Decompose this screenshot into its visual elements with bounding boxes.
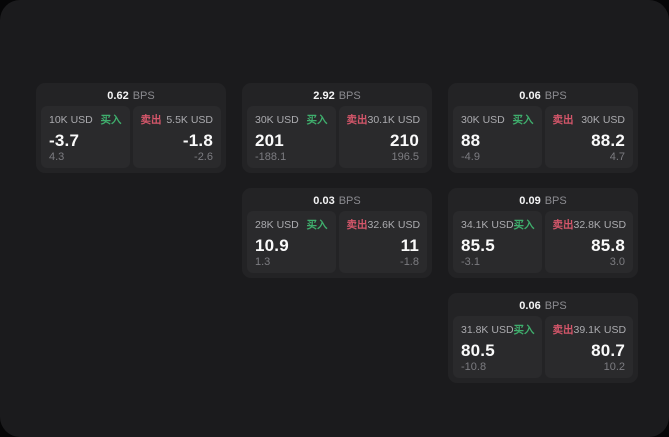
sell-panel[interactable]: 卖出 30K USD 88.2 4.7 xyxy=(544,106,633,168)
bps-value: 0.06 xyxy=(519,300,541,312)
bps-header: 0.62 BPS xyxy=(41,87,221,106)
buy-panel[interactable]: 31.8K USD 买入 80.5 -10.8 xyxy=(453,316,542,378)
quote-card: 0.03 BPS 28K USD 买入 10.9 1.3 卖出 32.6K USD… xyxy=(242,188,432,278)
sell-panel[interactable]: 卖出 5.5K USD -1.8 -2.6 xyxy=(132,106,221,168)
buy-panel[interactable]: 30K USD 买入 201 -188.1 xyxy=(247,106,336,168)
sell-price-value: 11 xyxy=(400,236,419,255)
sell-price-value: 80.7 xyxy=(591,341,625,360)
sell-sub-value: 10.2 xyxy=(603,361,625,373)
sell-notional-label: 30.1K USD xyxy=(367,114,421,126)
bps-unit-label: BPS xyxy=(338,90,361,102)
buy-price-value: 201 xyxy=(255,131,284,150)
sell-sub-value: 196.5 xyxy=(391,151,419,163)
buy-side-tag: 买入 xyxy=(100,114,122,126)
buy-panel[interactable]: 28K USD 买入 10.9 1.3 xyxy=(247,211,336,273)
sell-notional-label: 5.5K USD xyxy=(166,114,213,126)
buy-sub-value: -188.1 xyxy=(255,151,287,163)
bps-unit-label: BPS xyxy=(132,90,155,102)
quote-card: 2.92 BPS 30K USD 买入 201 -188.1 卖出 30.1K U… xyxy=(242,83,432,173)
bps-header: 0.06 BPS xyxy=(453,87,633,106)
sell-side-tag: 卖出 xyxy=(140,114,162,126)
sell-panel[interactable]: 卖出 39.1K USD 80.7 10.2 xyxy=(544,316,633,378)
sell-side-tag: 卖出 xyxy=(346,219,368,231)
buy-panel[interactable]: 34.1K USD 买入 85.5 -3.1 xyxy=(453,211,542,273)
sell-sub-value: 4.7 xyxy=(609,151,625,163)
buy-notional-label: 30K USD xyxy=(255,114,299,126)
bps-value: 0.09 xyxy=(519,195,541,207)
sell-panel[interactable]: 卖出 32.6K USD 11 -1.8 xyxy=(338,211,427,273)
sell-notional-label: 32.6K USD xyxy=(367,219,421,231)
sell-sub-value: -2.6 xyxy=(194,151,213,163)
sell-side-tag: 卖出 xyxy=(552,324,574,336)
bps-unit-label: BPS xyxy=(544,90,567,102)
bps-unit-label: BPS xyxy=(544,300,567,312)
sell-notional-label: 30K USD xyxy=(581,114,625,126)
sell-notional-label: 39.1K USD xyxy=(573,324,627,336)
bps-unit-label: BPS xyxy=(338,195,361,207)
sell-panel[interactable]: 卖出 30.1K USD 210 196.5 xyxy=(338,106,427,168)
buy-price-value: 10.9 xyxy=(255,236,289,255)
sell-price-value: -1.8 xyxy=(182,131,213,150)
buy-price-value: 85.5 xyxy=(461,236,495,255)
buy-panel[interactable]: 30K USD 买入 88 -4.9 xyxy=(453,106,542,168)
buy-panel[interactable]: 10K USD 买入 -3.7 4.3 xyxy=(41,106,130,168)
sell-sub-value: 3.0 xyxy=(609,256,625,268)
quote-cards-grid: 0.62 BPS 10K USD 买入 -3.7 4.3 卖出 5.5K USD … xyxy=(36,83,638,383)
buy-side-tag: 买入 xyxy=(306,114,328,126)
bps-value: 0.03 xyxy=(313,195,335,207)
quote-card: 0.06 BPS 31.8K USD 买入 80.5 -10.8 卖出 39.1K… xyxy=(448,293,638,383)
buy-side-tag: 买入 xyxy=(513,219,535,231)
sell-side-tag: 卖出 xyxy=(552,219,574,231)
buy-notional-label: 31.8K USD xyxy=(461,324,514,336)
quote-card: 0.06 BPS 30K USD 买入 88 -4.9 卖出 30K USD 88… xyxy=(448,83,638,173)
buy-sub-value: -10.8 xyxy=(461,361,487,373)
buy-sub-value: -4.9 xyxy=(461,151,480,163)
buy-side-tag: 买入 xyxy=(306,219,328,231)
buy-notional-label: 10K USD xyxy=(49,114,93,126)
buy-side-tag: 买入 xyxy=(513,324,535,336)
quote-card: 0.09 BPS 34.1K USD 买入 85.5 -3.1 卖出 32.8K … xyxy=(448,188,638,278)
buy-price-value: 88 xyxy=(461,131,481,150)
buy-price-value: 80.5 xyxy=(461,341,495,360)
buy-notional-label: 30K USD xyxy=(461,114,505,126)
sell-panel[interactable]: 卖出 32.8K USD 85.8 3.0 xyxy=(544,211,633,273)
bps-header: 0.06 BPS xyxy=(453,297,633,316)
buy-sub-value: 4.3 xyxy=(49,151,65,163)
buy-sub-value: 1.3 xyxy=(255,256,271,268)
buy-notional-label: 28K USD xyxy=(255,219,299,231)
sell-sub-value: -1.8 xyxy=(400,256,419,268)
sell-notional-label: 32.8K USD xyxy=(573,219,627,231)
bps-header: 2.92 BPS xyxy=(247,87,427,106)
sell-price-value: 85.8 xyxy=(591,236,625,255)
quote-card: 0.62 BPS 10K USD 买入 -3.7 4.3 卖出 5.5K USD … xyxy=(36,83,226,173)
buy-sub-value: -3.1 xyxy=(461,256,480,268)
bps-header: 0.03 BPS xyxy=(247,192,427,211)
bps-unit-label: BPS xyxy=(544,195,567,207)
sell-price-value: 210 xyxy=(390,131,419,150)
bps-header: 0.09 BPS xyxy=(453,192,633,211)
bps-value: 0.06 xyxy=(519,90,541,102)
sell-price-value: 88.2 xyxy=(591,131,625,150)
buy-side-tag: 买入 xyxy=(512,114,534,126)
bps-value: 0.62 xyxy=(107,90,129,102)
bps-value: 2.92 xyxy=(313,90,335,102)
buy-notional-label: 34.1K USD xyxy=(461,219,514,231)
buy-price-value: -3.7 xyxy=(49,131,80,150)
sell-side-tag: 卖出 xyxy=(346,114,368,126)
sell-side-tag: 卖出 xyxy=(552,114,574,126)
